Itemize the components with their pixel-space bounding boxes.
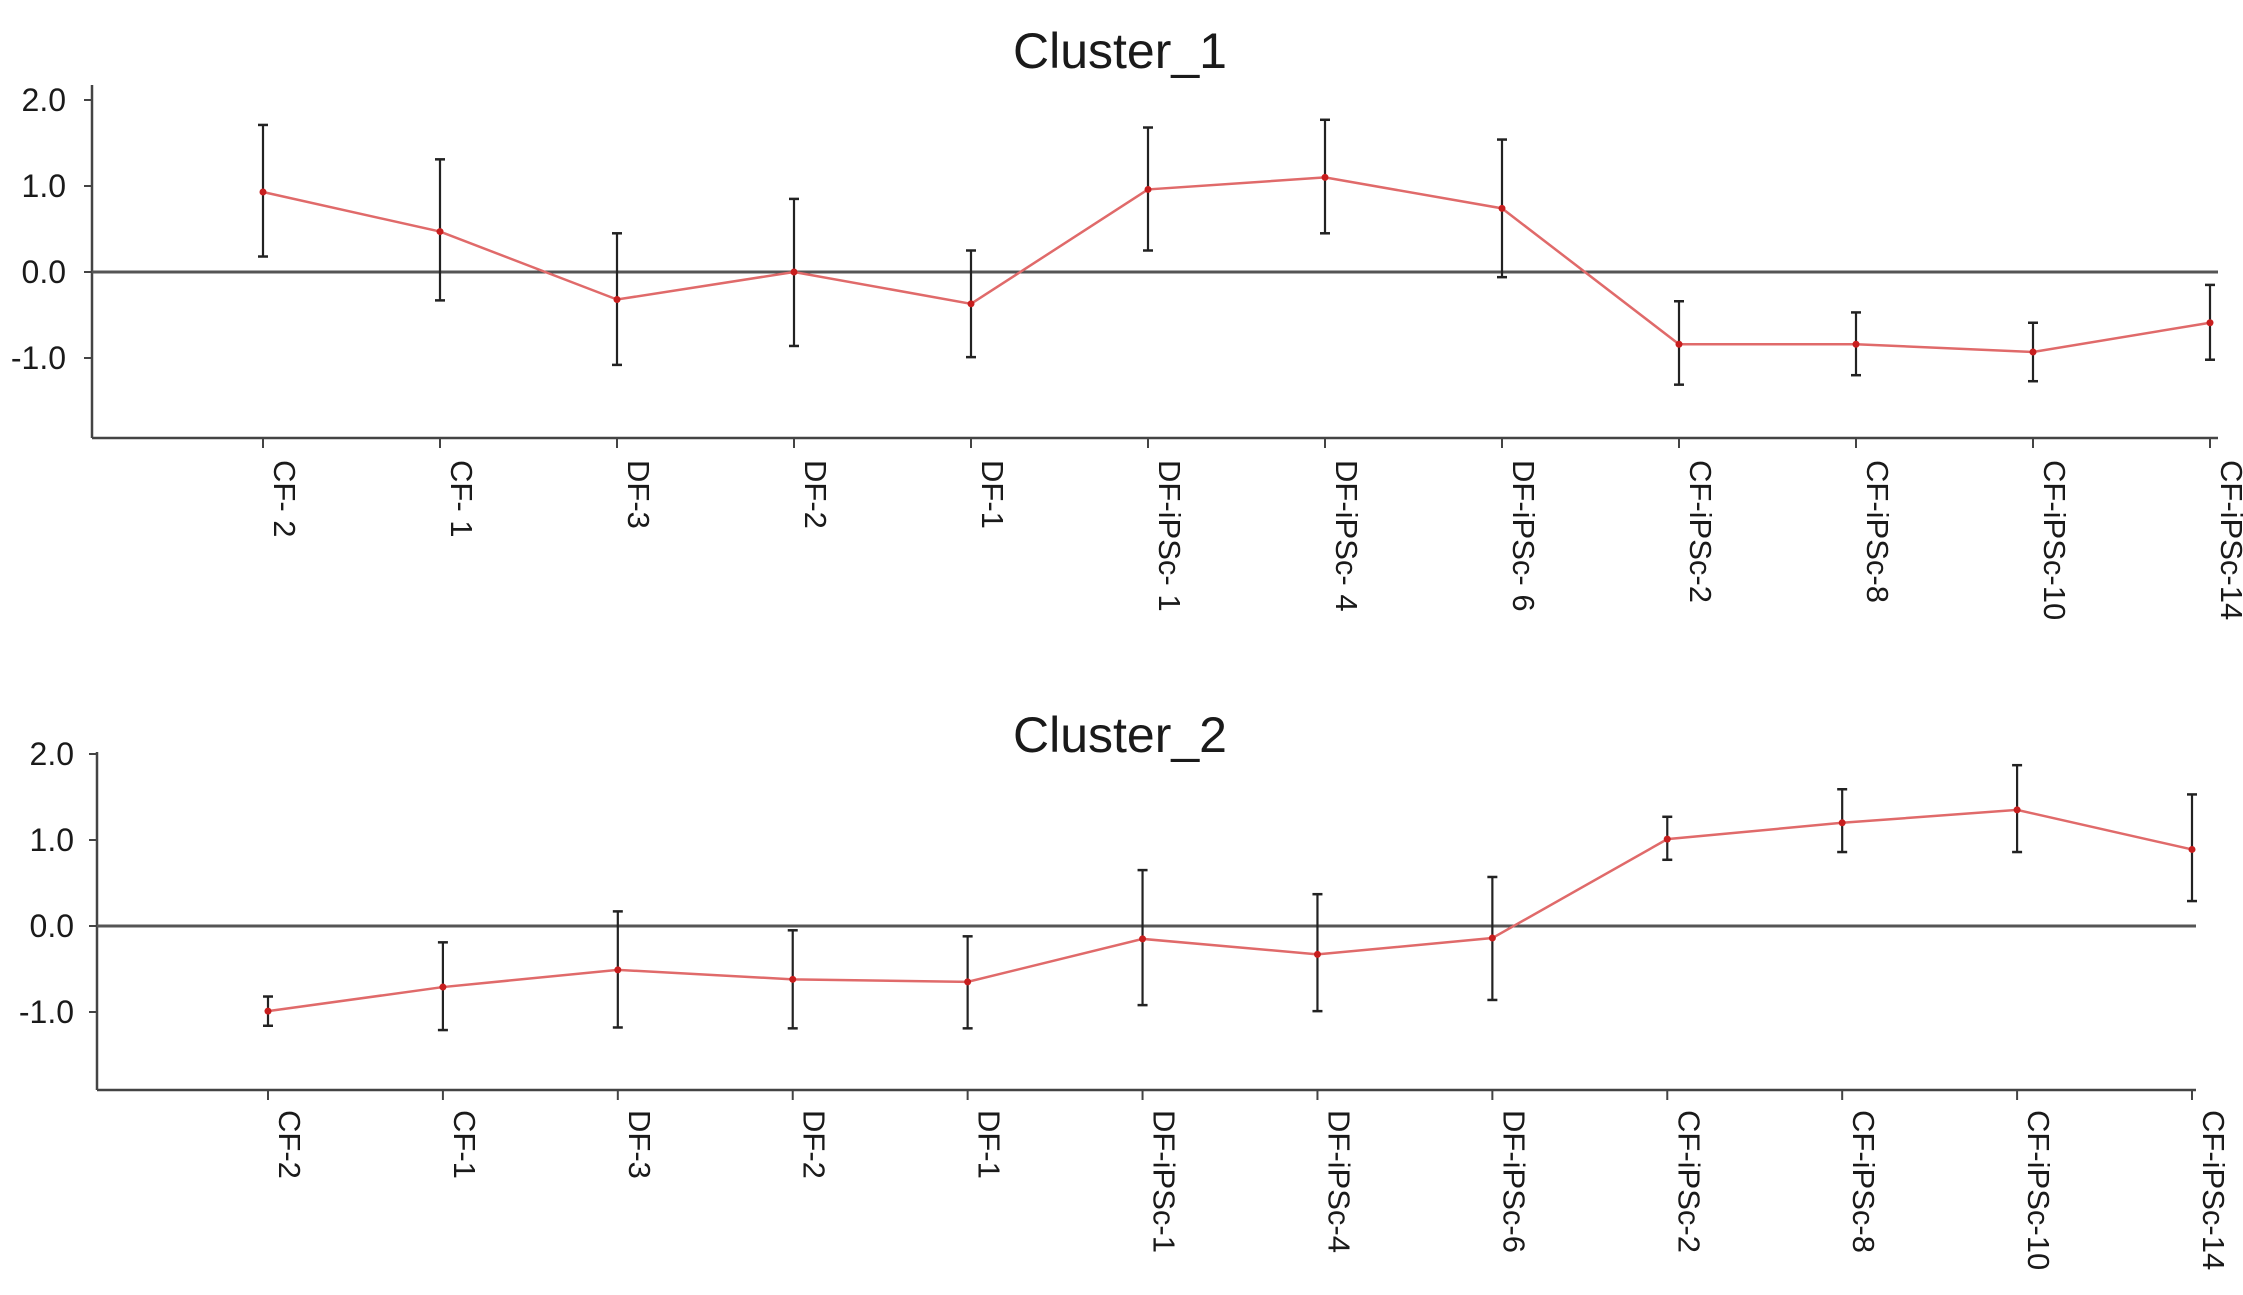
y-tick-label: -1.0 — [11, 340, 66, 376]
y-tick-label: 0.0 — [30, 908, 74, 944]
x-tick-label: CF-iPSc-10 — [2021, 1110, 2056, 1270]
data-point — [259, 188, 267, 196]
data-point — [1663, 835, 1671, 843]
data-point — [1675, 340, 1683, 348]
data-point — [2206, 319, 2214, 327]
data-point — [967, 300, 975, 308]
data-point — [439, 983, 447, 991]
series-line — [267, 808, 2193, 1013]
data-point — [1139, 935, 1147, 943]
x-tick-label: CF- 1 — [444, 460, 479, 538]
data-point — [264, 1007, 272, 1015]
x-tick-label: CF-iPSc-2 — [1683, 460, 1718, 603]
series-line — [262, 176, 2211, 354]
cluster-1-chart: Cluster_1 2.0 1.0 0.0 -1.0 CF- 2 CF- 1 DF-3 DF-… — [11, 23, 2243, 620]
data-point — [1838, 819, 1846, 827]
data-point — [2013, 806, 2021, 814]
data-point — [1852, 340, 1860, 348]
data-point — [1498, 204, 1506, 212]
y-tick-label: -1.0 — [19, 994, 74, 1030]
y-tick-label: 1.0 — [30, 822, 74, 858]
data-point — [436, 228, 444, 236]
data-point — [790, 268, 798, 276]
x-tick-label: DF-3 — [622, 1110, 657, 1179]
y-tick-label: 2.0 — [22, 82, 66, 118]
data-point — [2029, 348, 2037, 356]
data-point — [613, 296, 621, 304]
x-tick-label: CF-iPSc-8 — [1860, 460, 1895, 603]
x-tick-label: DF-iPSc- 1 — [1152, 460, 1187, 612]
x-tick-label: CF-iPSc-14 — [2196, 1110, 2231, 1270]
y-tick-label: 0.0 — [22, 254, 66, 290]
x-tick-label: DF-iPSc-6 — [1496, 1110, 1531, 1253]
cluster-2-title: Cluster_2 — [1013, 707, 1227, 763]
data-point — [614, 966, 622, 974]
cluster-1-title: Cluster_1 — [1013, 23, 1227, 79]
data-point — [1321, 173, 1329, 181]
data-point — [1144, 185, 1152, 193]
data-point — [964, 978, 972, 986]
x-tick-label: DF-2 — [798, 460, 833, 529]
data-point — [1313, 950, 1321, 958]
x-tick-label: DF-3 — [621, 460, 656, 529]
x-tick-label: DF-iPSc-1 — [1147, 1110, 1182, 1253]
x-tick-label: CF-iPSc-10 — [2037, 460, 2072, 620]
data-point — [789, 975, 797, 983]
x-tick-label: CF-2 — [272, 1110, 307, 1179]
y-tick-label: 2.0 — [30, 736, 74, 772]
x-tick-label: CF-iPSc-8 — [1846, 1110, 1881, 1253]
y-tick-label: 1.0 — [22, 168, 66, 204]
x-tick-label: DF-iPSc- 4 — [1329, 460, 1364, 612]
x-tick-label: DF-iPSc- 6 — [1506, 460, 1541, 612]
x-tick-label: CF-iPSc-14 — [2214, 460, 2243, 620]
x-tick-label: DF-1 — [972, 1110, 1007, 1179]
x-tick-label: CF-iPSc-2 — [1671, 1110, 1706, 1253]
x-tick-label: DF-iPSc-4 — [1321, 1110, 1356, 1253]
data-point — [1488, 934, 1496, 942]
x-tick-label: DF-1 — [975, 460, 1010, 529]
x-tick-label: CF-1 — [447, 1110, 482, 1179]
cluster-2-chart: Cluster_2 2.0 1.0 0.0 -1.0 CF-2 CF-1 DF-3 DF-2 D… — [19, 707, 2231, 1270]
x-tick-label: DF-2 — [797, 1110, 832, 1179]
x-tick-label: CF- 2 — [267, 460, 302, 538]
data-point — [2188, 845, 2196, 853]
